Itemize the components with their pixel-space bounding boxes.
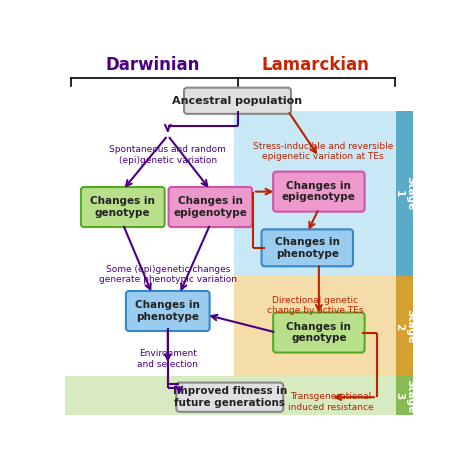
- Text: Lamarckian: Lamarckian: [261, 56, 369, 74]
- Text: Some (epi)genetic changes
generate phenotypic variation: Some (epi)genetic changes generate pheno…: [99, 265, 237, 284]
- Text: Stage
2: Stage 2: [394, 309, 416, 344]
- Text: Changes in
phenotype: Changes in phenotype: [135, 300, 200, 322]
- FancyBboxPatch shape: [169, 187, 252, 227]
- FancyBboxPatch shape: [273, 172, 365, 212]
- FancyBboxPatch shape: [176, 383, 283, 412]
- Bar: [234, 111, 396, 276]
- Text: Improved fitness in
future generations: Improved fitness in future generations: [173, 386, 287, 408]
- FancyBboxPatch shape: [184, 88, 291, 114]
- Text: Stress-inducible and reversible
epigenetic variation at TEs: Stress-inducible and reversible epigenet…: [253, 142, 393, 161]
- Text: Spontaneous and random
(epi)genetic variation: Spontaneous and random (epi)genetic vari…: [109, 146, 226, 165]
- Bar: [396, 376, 413, 415]
- Text: Stage
1: Stage 1: [394, 176, 416, 210]
- Text: Darwinian: Darwinian: [105, 56, 200, 74]
- Bar: [396, 276, 413, 376]
- Text: Changes in
genotype: Changes in genotype: [286, 322, 351, 343]
- Bar: [396, 111, 413, 276]
- Text: Transgenerational
induced resistance: Transgenerational induced resistance: [288, 392, 374, 411]
- Bar: [234, 276, 396, 376]
- FancyBboxPatch shape: [126, 291, 210, 331]
- Text: Ancestral population: Ancestral population: [173, 96, 302, 106]
- FancyBboxPatch shape: [262, 229, 353, 266]
- Text: Changes in
genotype: Changes in genotype: [91, 196, 155, 218]
- FancyBboxPatch shape: [273, 312, 365, 353]
- Text: Changes in
epigenotype: Changes in epigenotype: [282, 181, 356, 202]
- Text: Changes in
epigenotype: Changes in epigenotype: [173, 196, 247, 218]
- Text: Directional genetic
change by active TEs: Directional genetic change by active TEs: [267, 296, 363, 315]
- Text: Changes in
phenotype: Changes in phenotype: [275, 237, 340, 259]
- Bar: [65, 376, 396, 415]
- FancyBboxPatch shape: [81, 187, 164, 227]
- Text: Stage
3: Stage 3: [394, 379, 416, 413]
- Text: Environment
and selection: Environment and selection: [137, 349, 198, 369]
